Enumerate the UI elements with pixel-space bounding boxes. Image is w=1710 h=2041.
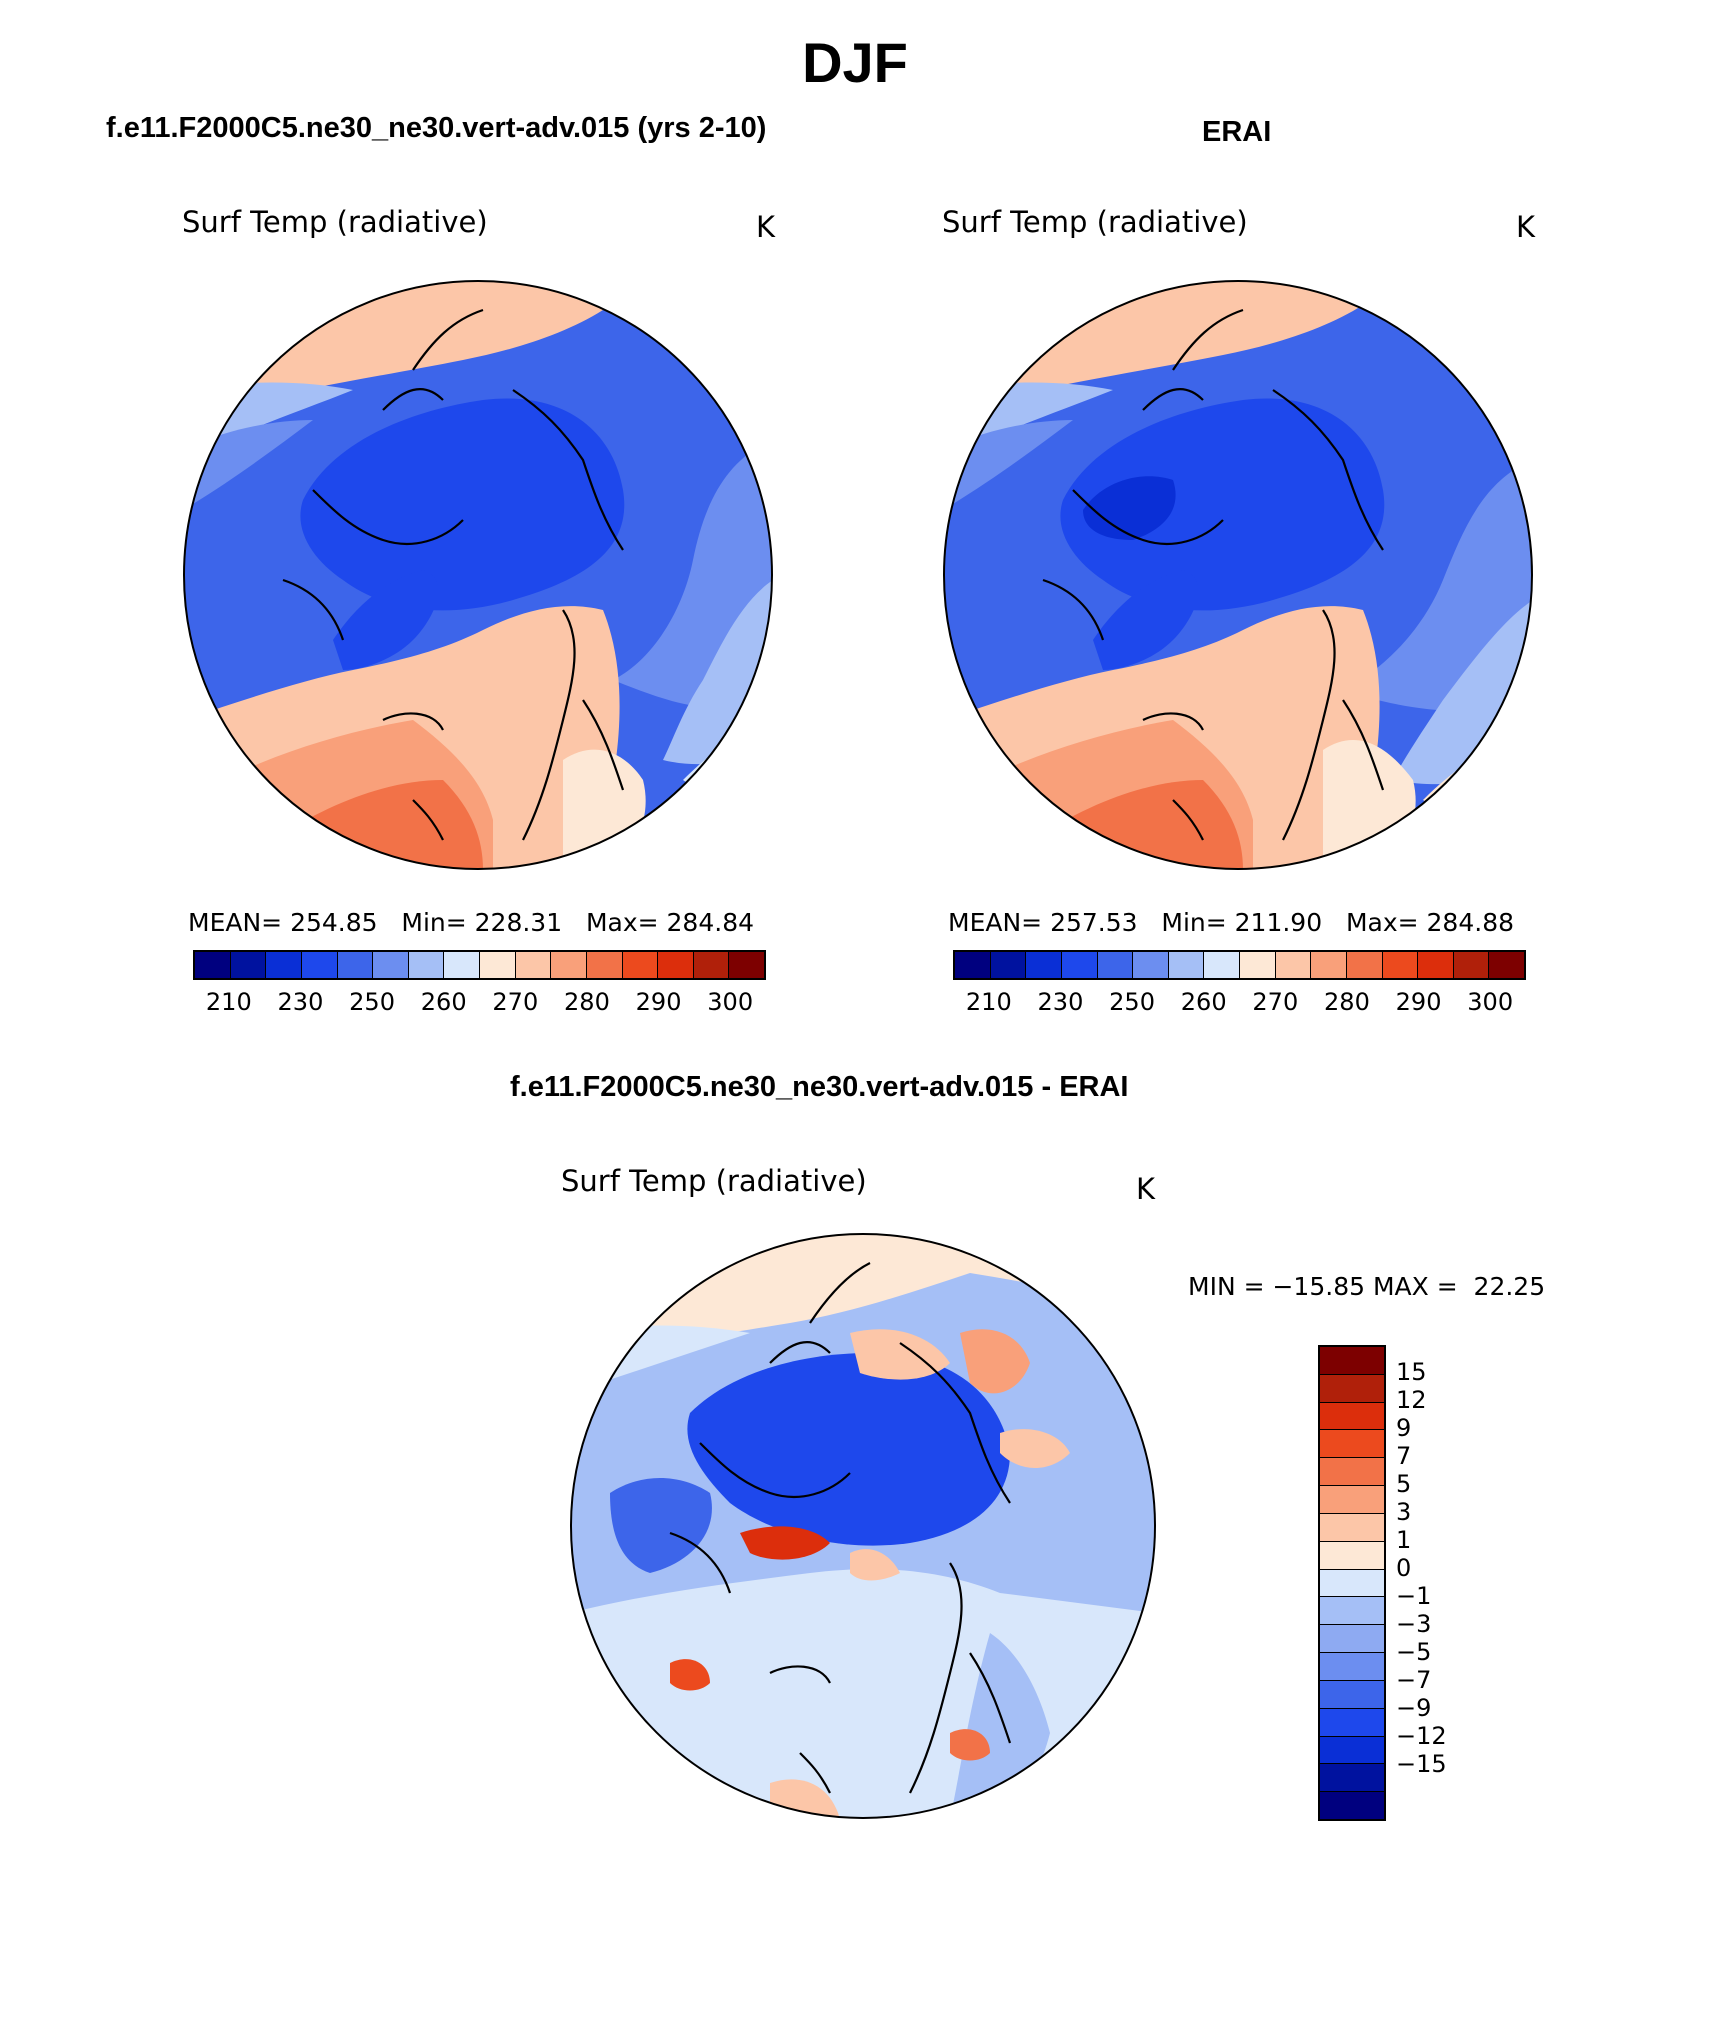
colorbar-swatch bbox=[444, 952, 480, 978]
colorbar-swatch bbox=[586, 952, 623, 978]
colorbar-swatch bbox=[1320, 1708, 1384, 1737]
model-stats: MEAN= 254.85 Min= 228.31 Max= 284.84 bbox=[188, 908, 755, 937]
model-variable-label: Surf Temp (radiative) bbox=[182, 205, 488, 239]
colorbar-tick-label: 5 bbox=[1396, 1470, 1412, 1498]
colorbar-swatch bbox=[1275, 952, 1312, 978]
colorbar-swatch bbox=[301, 952, 338, 978]
colorbar-swatch bbox=[266, 952, 302, 978]
colorbar-swatch bbox=[515, 952, 552, 978]
colorbar-tick-label: 290 bbox=[635, 988, 682, 1016]
colorbar-swatch bbox=[1320, 1347, 1384, 1375]
colorbar-tick-label: 290 bbox=[1395, 988, 1442, 1016]
erai-colorbar bbox=[953, 950, 1526, 980]
colorbar-swatch bbox=[1097, 952, 1134, 978]
colorbar-tick-label: 230 bbox=[1037, 988, 1084, 1016]
colorbar-tick-label: −3 bbox=[1396, 1610, 1432, 1638]
colorbar-swatch bbox=[1320, 1541, 1384, 1570]
colorbar-swatch bbox=[480, 952, 516, 978]
colorbar-swatch bbox=[1320, 1792, 1384, 1820]
diff-polar-map bbox=[570, 1233, 1156, 1819]
colorbar-swatch bbox=[1320, 1764, 1384, 1793]
colorbar-swatch bbox=[1320, 1458, 1384, 1487]
colorbar-swatch bbox=[1311, 952, 1347, 978]
colorbar-tick-label: 0 bbox=[1396, 1554, 1412, 1582]
colorbar-swatch bbox=[1320, 1736, 1384, 1765]
colorbar-swatch bbox=[1320, 1430, 1384, 1459]
colorbar-swatch bbox=[1382, 952, 1419, 978]
colorbar-swatch bbox=[1204, 952, 1240, 978]
colorbar-swatch bbox=[729, 952, 764, 978]
colorbar-tick-label: 230 bbox=[277, 988, 324, 1016]
colorbar-swatch bbox=[1061, 952, 1098, 978]
erai-units-label: K bbox=[1516, 210, 1536, 244]
colorbar-tick-label: 300 bbox=[1467, 988, 1514, 1016]
colorbar-swatch bbox=[230, 952, 267, 978]
colorbar-swatch bbox=[1320, 1486, 1384, 1514]
diff-panel-title: f.e11.F2000C5.ne30_ne30.vert-adv.015 - E… bbox=[510, 1071, 1129, 1103]
colorbar-swatch bbox=[622, 952, 659, 978]
colorbar-swatch bbox=[1026, 952, 1062, 978]
colorbar-swatch bbox=[1320, 1680, 1384, 1709]
colorbar-tick-label: 260 bbox=[1180, 988, 1227, 1016]
colorbar-swatch bbox=[1133, 952, 1169, 978]
colorbar-tick-label: −12 bbox=[1396, 1722, 1447, 1750]
colorbar-swatch bbox=[693, 952, 730, 978]
model-polar-map bbox=[183, 280, 773, 870]
colorbar-tick-label: 280 bbox=[564, 988, 610, 1016]
colorbar-swatch bbox=[1168, 952, 1205, 978]
colorbar-tick-label: 280 bbox=[1324, 988, 1370, 1016]
colorbar-swatch bbox=[1320, 1374, 1384, 1403]
colorbar-tick-label: −5 bbox=[1396, 1638, 1432, 1666]
colorbar-swatch bbox=[408, 952, 445, 978]
colorbar-swatch bbox=[1320, 1653, 1384, 1681]
colorbar-swatch bbox=[551, 952, 587, 978]
main-title: DJF bbox=[802, 31, 908, 94]
colorbar-tick-label: 270 bbox=[1252, 988, 1299, 1016]
diff-minmax: MIN = −15.85 MAX = 22.25 bbox=[1188, 1272, 1546, 1301]
colorbar-tick-label: 9 bbox=[1396, 1414, 1412, 1442]
diff-colorbar bbox=[1318, 1345, 1386, 1821]
model-units-label: K bbox=[756, 210, 776, 244]
colorbar-swatch bbox=[337, 952, 374, 978]
colorbar-swatch bbox=[1418, 952, 1454, 978]
erai-panel-title: ERAI bbox=[1202, 116, 1272, 148]
colorbar-swatch bbox=[373, 952, 409, 978]
colorbar-swatch bbox=[1320, 1569, 1384, 1598]
model-panel-title: f.e11.F2000C5.ne30_ne30.vert-adv.015 (yr… bbox=[106, 112, 767, 144]
colorbar-swatch bbox=[1240, 952, 1276, 978]
colorbar-swatch bbox=[1453, 952, 1490, 978]
colorbar-swatch bbox=[1320, 1513, 1384, 1542]
colorbar-tick-label: −9 bbox=[1396, 1694, 1432, 1722]
colorbar-tick-label: 7 bbox=[1396, 1442, 1412, 1470]
colorbar-tick-label: 12 bbox=[1396, 1386, 1427, 1414]
colorbar-tick-label: 300 bbox=[707, 988, 754, 1016]
colorbar-tick-label: −15 bbox=[1396, 1750, 1447, 1778]
colorbar-swatch bbox=[658, 952, 694, 978]
colorbar-tick-label: −7 bbox=[1396, 1666, 1432, 1694]
colorbar-swatch bbox=[195, 952, 231, 978]
colorbar-tick-label: 270 bbox=[492, 988, 539, 1016]
colorbar-swatch bbox=[1320, 1625, 1384, 1654]
colorbar-tick-label: 210 bbox=[205, 988, 252, 1016]
colorbar-swatch bbox=[1346, 952, 1383, 978]
colorbar-swatch bbox=[1320, 1597, 1384, 1626]
erai-polar-map bbox=[943, 280, 1533, 870]
colorbar-tick-label: 250 bbox=[349, 988, 395, 1016]
colorbar-tick-label: 210 bbox=[965, 988, 1012, 1016]
colorbar-tick-label: −1 bbox=[1396, 1582, 1432, 1610]
diff-variable-label: Surf Temp (radiative) bbox=[561, 1164, 867, 1198]
colorbar-tick-label: 3 bbox=[1396, 1498, 1412, 1526]
colorbar-tick-label: 260 bbox=[420, 988, 467, 1016]
erai-stats: MEAN= 257.53 Min= 211.90 Max= 284.88 bbox=[948, 908, 1515, 937]
colorbar-swatch bbox=[955, 952, 991, 978]
colorbar-tick-label: 1 bbox=[1396, 1526, 1412, 1554]
colorbar-swatch bbox=[1320, 1402, 1384, 1431]
colorbar-tick-label: 15 bbox=[1396, 1358, 1427, 1386]
colorbar-swatch bbox=[1489, 952, 1524, 978]
colorbar-swatch bbox=[990, 952, 1027, 978]
model-colorbar bbox=[193, 950, 766, 980]
diff-units-label: K bbox=[1136, 1172, 1156, 1206]
erai-variable-label: Surf Temp (radiative) bbox=[942, 205, 1248, 239]
colorbar-tick-label: 250 bbox=[1109, 988, 1155, 1016]
